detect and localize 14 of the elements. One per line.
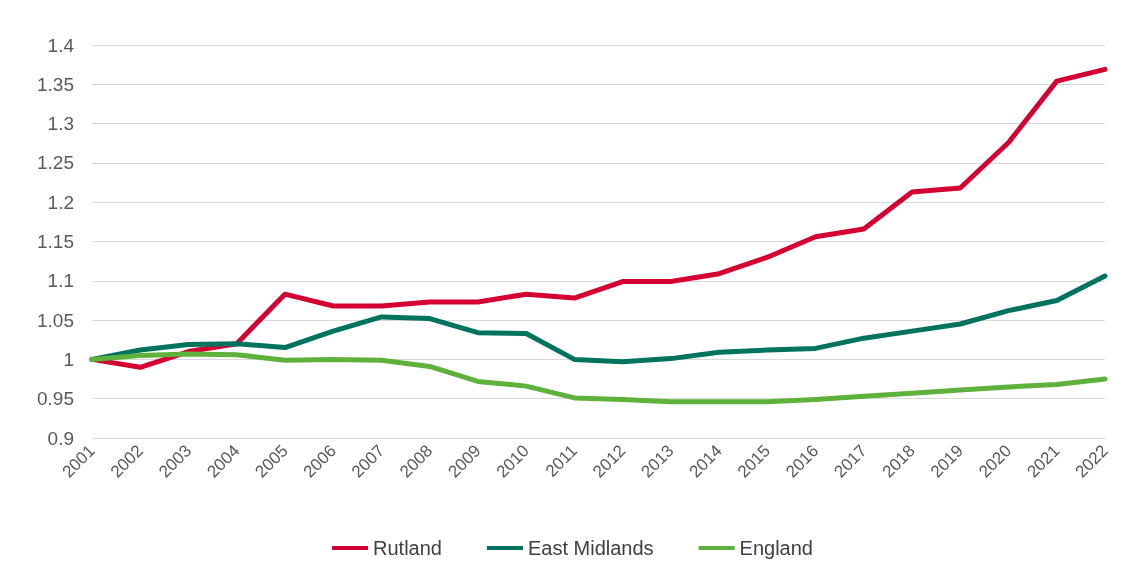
y-tick-label: 1.35 <box>37 73 74 95</box>
y-tick-label: 1.1 <box>47 270 74 292</box>
y-tick-label: 1.3 <box>47 113 74 135</box>
y-tick-label: 1 <box>63 348 74 370</box>
y-tick-label: 0.9 <box>47 427 74 449</box>
legend-label: England <box>739 537 813 559</box>
y-tick-label: 1.15 <box>37 231 74 252</box>
y-tick-label: 1.25 <box>37 152 74 174</box>
legend-label: East Midlands <box>527 537 654 559</box>
y-tick-label: 1.2 <box>47 191 74 213</box>
y-tick-label: 0.95 <box>37 388 74 410</box>
y-tick-label: 1.05 <box>37 309 74 331</box>
y-tick-label: 1.4 <box>47 34 75 56</box>
legend-label: Rutland <box>373 537 442 559</box>
